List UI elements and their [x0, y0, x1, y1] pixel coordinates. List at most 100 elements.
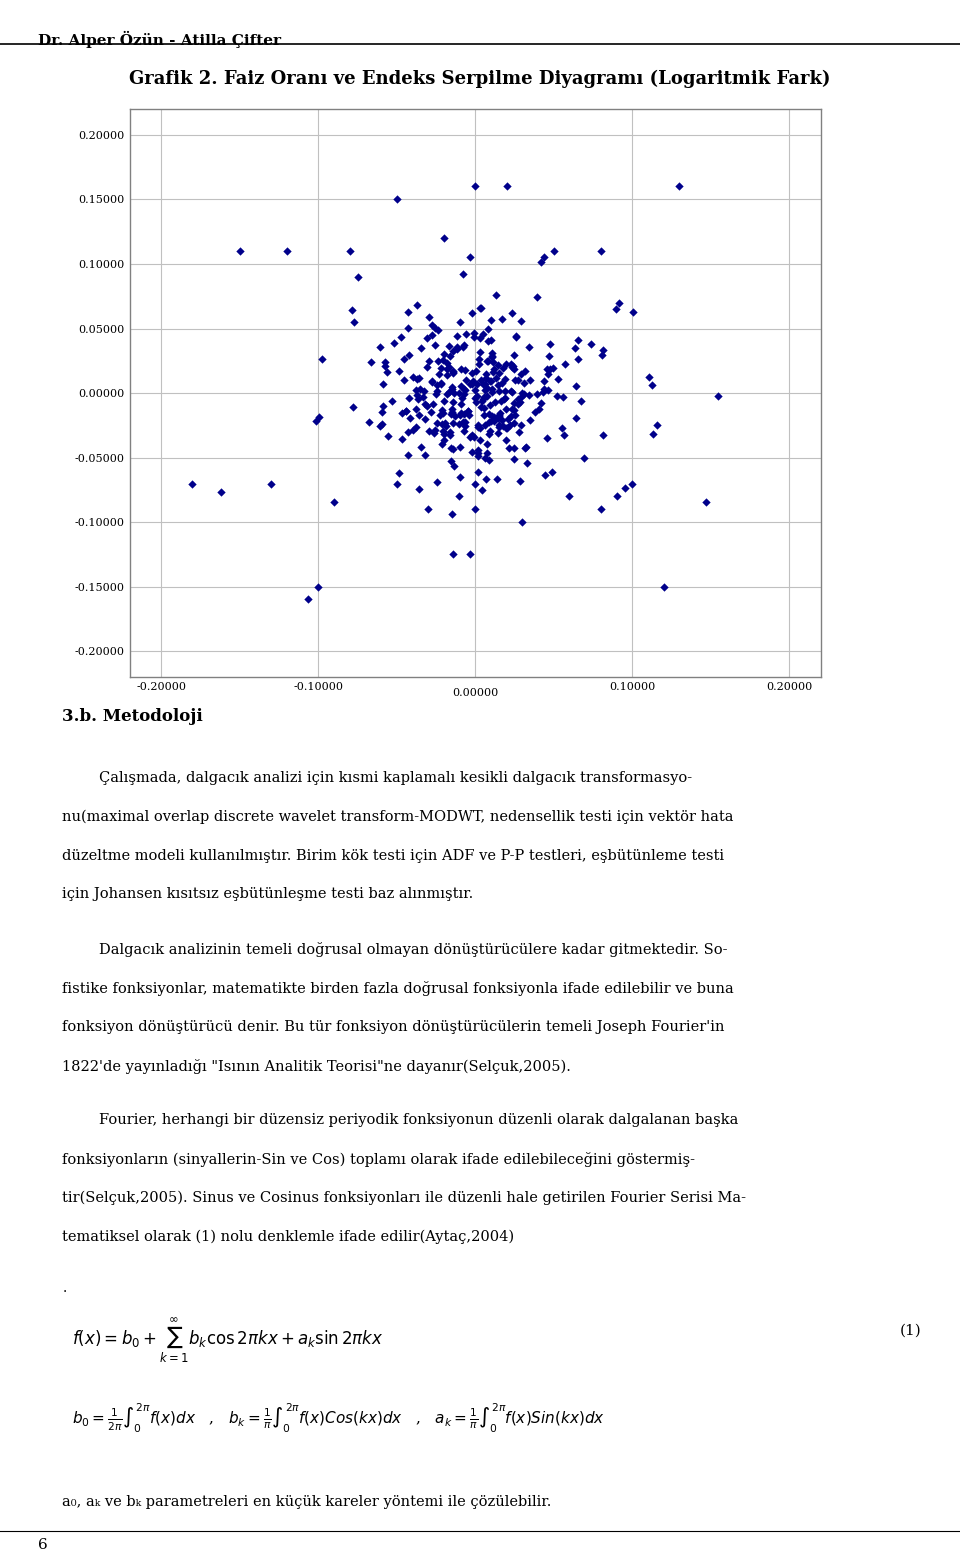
Point	[375, 371, 391, 395]
Point	[536, 244, 551, 269]
Point	[449, 336, 465, 361]
Point	[609, 296, 624, 321]
Point	[482, 392, 497, 417]
Point	[475, 371, 491, 395]
Point	[453, 400, 468, 425]
Point	[492, 403, 507, 428]
Text: Fourier, herhangi bir düzensiz periyodik fonksiyonun düzenli olarak dalgalanan b: Fourier, herhangi bir düzensiz periyodik…	[62, 1113, 739, 1127]
Point	[557, 352, 572, 377]
Point	[504, 355, 519, 380]
Point	[396, 347, 412, 372]
Point	[487, 389, 502, 414]
Text: tir(Selçuk,2005). Sinus ve Cosinus fonksiyonları ile düzenli hale getirilen Four: tir(Selçuk,2005). Sinus ve Cosinus fonks…	[62, 1191, 747, 1205]
Point	[497, 386, 513, 411]
Point	[460, 399, 475, 424]
Point	[493, 389, 509, 414]
Point	[467, 424, 482, 448]
Point	[508, 324, 523, 349]
Point	[420, 325, 435, 350]
Point	[312, 405, 327, 430]
Point	[625, 299, 640, 324]
Point	[536, 369, 551, 394]
Point	[484, 408, 499, 433]
Point	[430, 378, 445, 403]
Point	[232, 238, 248, 263]
Point	[480, 377, 495, 402]
Point	[300, 585, 315, 610]
Point	[649, 413, 664, 438]
Point	[506, 343, 521, 367]
Point	[436, 419, 451, 444]
Point	[279, 238, 295, 263]
Point	[645, 422, 660, 447]
Point	[449, 335, 465, 360]
Text: fistike fonksiyonlar, matematikte birden fazla doğrusal fonksiyonla ifade edileb: fistike fonksiyonlar, matematikte birden…	[62, 981, 734, 996]
Point	[440, 350, 455, 375]
Point	[432, 403, 447, 428]
Point	[538, 462, 553, 487]
Text: için Johansen kısıtsız eşbütünleşme testi baz alınmıştır.: için Johansen kısıtsız eşbütünleşme test…	[62, 887, 473, 902]
Point	[491, 372, 506, 397]
Point	[509, 325, 524, 350]
Point	[430, 349, 445, 374]
Point	[506, 357, 521, 381]
Point	[431, 318, 446, 343]
Point	[392, 358, 407, 383]
Point	[521, 383, 537, 408]
Text: düzeltme modeli kullanılmıştır. Birim kök testi için ADF ve P-P testleri, eşbütü: düzeltme modeli kullanılmıştır. Birim kö…	[62, 849, 725, 863]
Point	[501, 436, 516, 461]
Point	[436, 347, 451, 372]
Point	[503, 378, 518, 403]
Point	[485, 380, 500, 405]
Point	[462, 371, 477, 395]
Point	[380, 424, 396, 448]
Point	[468, 372, 484, 397]
Point	[471, 347, 487, 372]
Point	[710, 383, 726, 408]
Point	[454, 357, 469, 381]
Point	[517, 436, 533, 461]
Point	[456, 333, 471, 358]
Point	[490, 353, 505, 378]
Text: 0.00000: 0.00000	[452, 688, 498, 698]
Point	[472, 296, 488, 321]
Point	[644, 372, 660, 397]
Point	[453, 392, 468, 417]
Point	[409, 366, 424, 391]
Point	[479, 383, 494, 408]
Point	[482, 422, 497, 447]
Point	[512, 419, 527, 444]
Point	[431, 361, 446, 386]
Point	[308, 408, 324, 433]
Point	[400, 316, 416, 341]
Text: Dr. Alper Özün - Atilla Çifter: Dr. Alper Özün - Atilla Çifter	[38, 31, 281, 48]
Point	[508, 367, 523, 392]
Point	[458, 378, 473, 403]
Point	[427, 316, 443, 341]
Point	[596, 338, 612, 363]
Point	[456, 419, 471, 444]
Point	[495, 414, 511, 439]
Point	[437, 389, 452, 414]
Point	[420, 394, 435, 419]
Point	[346, 310, 361, 335]
Point	[444, 436, 459, 461]
Point	[568, 406, 584, 431]
Point	[468, 497, 483, 522]
Point	[437, 411, 452, 436]
Point	[411, 366, 426, 391]
Point	[401, 442, 417, 467]
Point	[400, 420, 416, 445]
Point	[511, 386, 526, 411]
Point	[513, 389, 528, 414]
Point	[514, 413, 529, 438]
Point	[389, 472, 404, 497]
Point	[446, 381, 462, 406]
Point	[428, 381, 444, 406]
Point	[457, 358, 472, 383]
Point	[395, 427, 410, 452]
Point	[409, 414, 424, 439]
Point	[393, 325, 408, 350]
Point	[408, 377, 423, 402]
Point	[444, 399, 460, 424]
